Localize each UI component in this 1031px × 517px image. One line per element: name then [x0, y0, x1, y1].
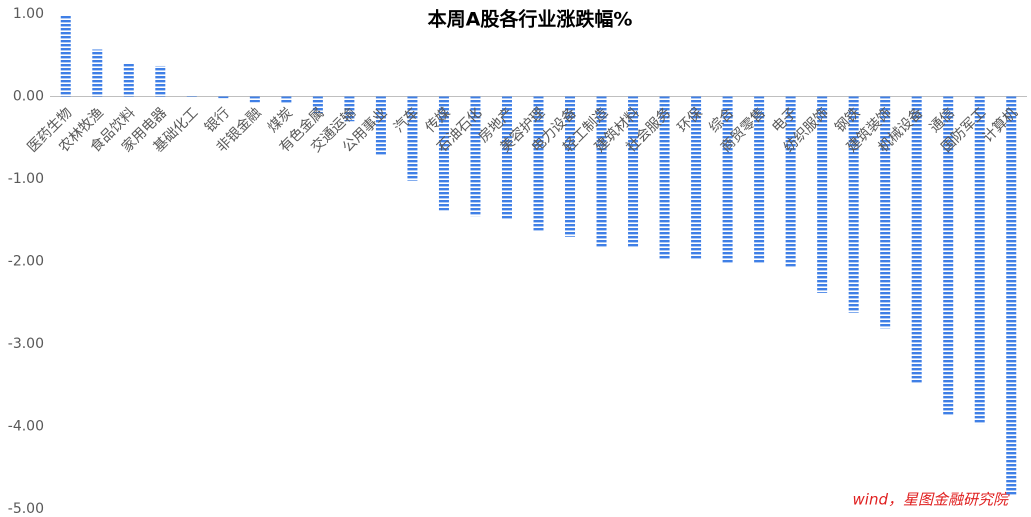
bar [155, 65, 166, 97]
bar [596, 96, 607, 247]
y-tick-label: -4.00 [8, 419, 44, 435]
bar [407, 96, 418, 181]
bar [123, 62, 134, 97]
bar [92, 49, 103, 97]
bar [722, 96, 733, 264]
bar [501, 96, 512, 220]
bar [565, 96, 576, 237]
chart-title: 本周A股各行业涨跌幅% [428, 8, 633, 31]
bar [344, 96, 355, 122]
bar [754, 96, 765, 264]
y-tick-label: 1.00 [13, 6, 44, 22]
bar [628, 96, 639, 247]
bar [218, 96, 229, 99]
bar [785, 96, 796, 268]
source-note: wind，星图金融研究院 [853, 491, 1010, 509]
bar [533, 96, 544, 232]
bar [1006, 96, 1017, 495]
bar [943, 96, 954, 416]
bar [848, 96, 859, 313]
bar [438, 96, 449, 211]
bar [186, 95, 197, 97]
y-tick-label: -1.00 [8, 171, 44, 187]
bar [375, 96, 386, 156]
bar [691, 96, 702, 260]
bar [281, 96, 292, 104]
y-tick-label: -3.00 [8, 336, 44, 352]
bar [60, 14, 71, 97]
bar [659, 96, 670, 260]
y-tick-label: -5.00 [8, 501, 44, 517]
bar [470, 96, 481, 217]
bar [880, 96, 891, 329]
bar [974, 96, 985, 425]
bar [911, 96, 922, 384]
bar [817, 96, 828, 293]
bar [312, 96, 323, 113]
bar [249, 96, 260, 103]
y-tick-label: -2.00 [8, 254, 44, 270]
y-tick-label: 0.00 [13, 89, 44, 105]
